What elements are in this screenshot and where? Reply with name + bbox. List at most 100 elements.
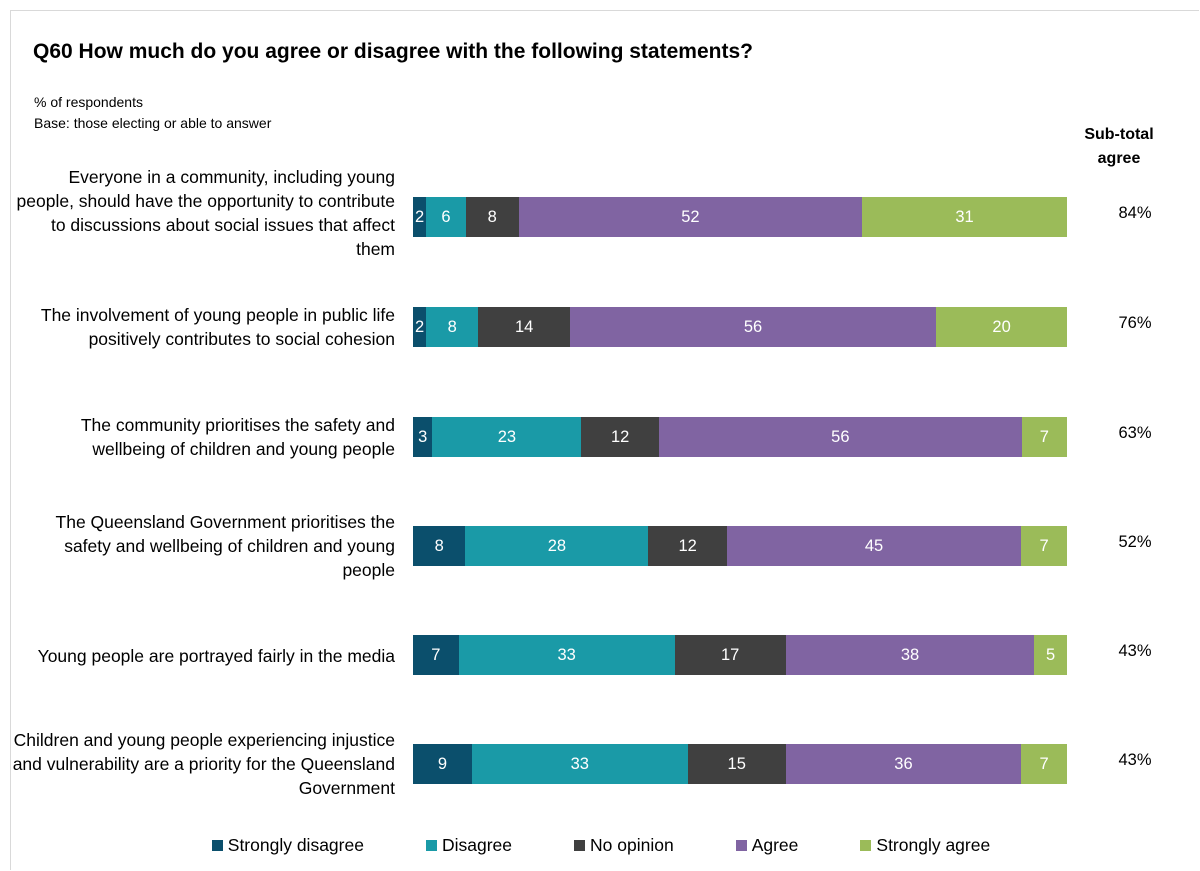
data-label: 7	[1039, 427, 1049, 446]
bar-segment-strongly-disagree: 7	[413, 635, 459, 675]
data-label: 5	[1046, 645, 1056, 664]
legend-swatch	[425, 840, 437, 851]
bar-segment-no-opinion: 12	[648, 526, 727, 566]
bar-segment-agree: 36	[785, 744, 1022, 784]
bar-segment-strongly-agree: 31	[862, 197, 1067, 237]
data-label: 8	[487, 207, 497, 226]
subtotal-header-line2: agree	[1097, 150, 1141, 167]
subtotal-agree-value: 43%	[1118, 642, 1152, 660]
legend-item: No opinion	[574, 835, 674, 856]
data-label: 33	[557, 645, 576, 664]
data-label: 33	[570, 754, 589, 773]
data-label: 38	[900, 645, 920, 664]
legend-swatch	[574, 840, 586, 851]
legend-item: Agree	[735, 835, 799, 856]
chart-title: Q60 How much do you agree or disagree wi…	[33, 40, 753, 63]
data-label: 9	[437, 754, 448, 773]
stacked-bar: 7 33 17 38 5	[413, 635, 1067, 675]
category-label-text: The community prioritises the safety and…	[80, 415, 395, 459]
subtotal-agree-value: 76%	[1118, 314, 1152, 332]
bar-segment-strongly-agree: 5	[1034, 635, 1067, 675]
category-label: Young people are portrayed fairly in the…	[10, 620, 395, 692]
data-label: 3	[418, 427, 428, 446]
category-label: Everyone in a community, including young…	[10, 165, 395, 261]
chart-frame	[10, 10, 1199, 870]
bar-segment-disagree: 8	[426, 307, 479, 347]
bar-segment-strongly-disagree: 3	[413, 417, 433, 457]
bar-segment-disagree: 33	[471, 744, 688, 784]
data-label: 12	[678, 536, 697, 555]
subtotal-agree-value: 63%	[1118, 424, 1152, 442]
data-label: 7	[431, 645, 441, 664]
subtitle-base: Base: those electing or able to answer	[34, 115, 272, 131]
category-label: The community prioritises the safety and…	[10, 405, 395, 469]
category-label-text: The Queensland Government prioritises th…	[55, 512, 395, 580]
subtotal-agree-value: 43%	[1118, 751, 1152, 769]
bar-segment-strongly-agree: 7	[1021, 526, 1067, 566]
bar-segment-agree: 52	[518, 197, 863, 237]
data-label: 6	[441, 207, 451, 226]
legend-label: Strongly disagree	[227, 835, 364, 855]
stacked-bar: 9 33 15 36 7	[413, 744, 1067, 784]
data-label: 7	[1039, 536, 1049, 555]
bar-segment-agree: 56	[659, 417, 1022, 457]
chart-legend: Strongly disagree Disagree No opinion Agree…	[0, 835, 1200, 856]
subtotal-header-line1: Sub-total	[1084, 126, 1154, 143]
data-label: 15	[727, 754, 746, 773]
stacked-bar: 2 6 8 52 31	[413, 197, 1067, 237]
legend-swatch	[211, 840, 223, 851]
data-label: 8	[447, 317, 457, 336]
category-label: The involvement of young people in publi…	[10, 295, 395, 359]
stacked-bar: 2 8 14 56 20	[413, 307, 1067, 347]
bar-segment-disagree: 6	[426, 197, 466, 237]
bar-segment-strongly-disagree: 8	[413, 526, 466, 566]
category-label-text: Everyone in a community, including young…	[16, 167, 395, 259]
subtotal-agree-value: 52%	[1118, 533, 1152, 551]
data-label: 31	[955, 207, 974, 226]
category-label-text: The involvement of young people in publi…	[40, 305, 395, 349]
bar-segment-no-opinion: 12	[581, 417, 660, 457]
bar-segment-agree: 45	[726, 526, 1022, 566]
bar-segment-strongly-agree: 7	[1021, 744, 1067, 784]
data-label: 2	[414, 317, 425, 336]
subtitle-units: % of respondents	[34, 94, 143, 110]
stacked-bar: 8 28 12 45 7	[413, 526, 1067, 566]
category-label-text: Children and young people experiencing i…	[12, 730, 395, 798]
legend-swatch	[735, 840, 747, 851]
bar-segment-disagree: 23	[432, 417, 582, 457]
legend-swatch	[860, 840, 872, 851]
legend-label: Agree	[751, 835, 799, 855]
data-label: 12	[611, 427, 630, 446]
bar-segment-strongly-agree: 7	[1021, 417, 1067, 457]
data-label: 28	[547, 536, 567, 555]
bar-segment-strongly-agree: 20	[936, 307, 1067, 347]
category-label: Children and young people experiencing i…	[10, 728, 395, 800]
bar-segment-disagree: 33	[458, 635, 675, 675]
stacked-bar: 3 23 12 56 7	[413, 417, 1067, 457]
legend-item: Disagree	[425, 835, 512, 856]
legend-label: No opinion	[590, 835, 674, 855]
data-label: 36	[894, 754, 913, 773]
data-label: 20	[992, 317, 1011, 336]
bar-segment-no-opinion: 15	[687, 744, 786, 784]
data-label: 56	[831, 427, 850, 446]
bar-segment-no-opinion: 8	[465, 197, 519, 237]
legend-item: Strongly agree	[860, 835, 990, 856]
legend-label: Strongly agree	[876, 835, 991, 855]
data-label: 14	[514, 317, 534, 336]
bar-segment-strongly-disagree: 2	[413, 307, 427, 347]
category-label-text: Young people are portrayed fairly in the…	[37, 646, 395, 666]
bar-segment-agree: 56	[569, 307, 937, 347]
data-label: 7	[1039, 754, 1049, 773]
data-label: 45	[864, 536, 884, 555]
bar-segment-agree: 38	[785, 635, 1035, 675]
data-label: 17	[720, 645, 740, 664]
bar-segment-strongly-disagree: 2	[413, 197, 427, 237]
bar-segment-no-opinion: 17	[674, 635, 786, 675]
data-label: 56	[743, 317, 763, 336]
legend-item: Strongly disagree	[211, 835, 364, 856]
bar-segment-strongly-disagree: 9	[413, 744, 472, 784]
data-label: 2	[415, 207, 425, 226]
data-label: 52	[681, 207, 700, 226]
subtotal-header: Sub-total agree	[1074, 123, 1164, 171]
